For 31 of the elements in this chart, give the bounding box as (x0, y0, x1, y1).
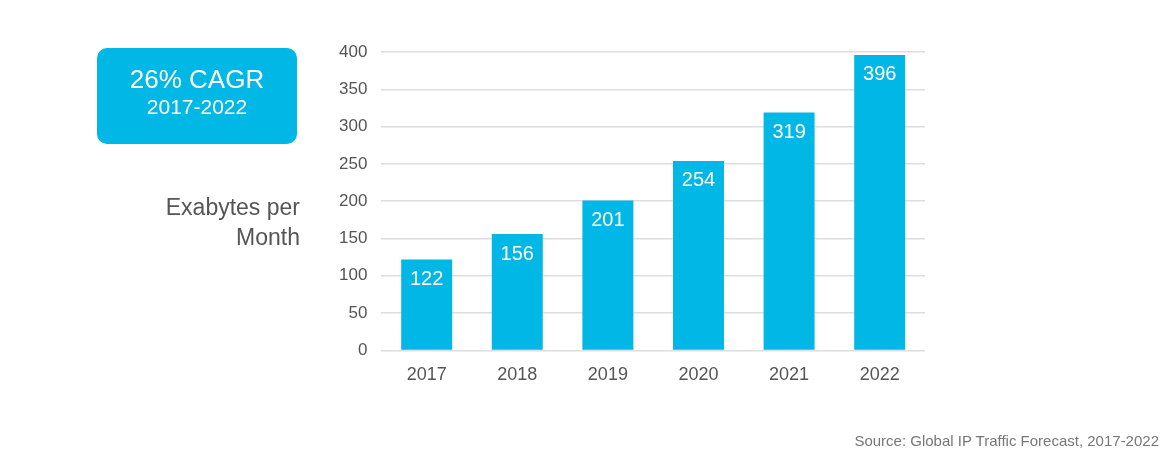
y-tick-label: 0 (357, 340, 368, 360)
bar (491, 234, 543, 350)
y-tick-label: 300 (338, 116, 368, 136)
text: 26% CAGR (128, 64, 266, 95)
y-tick-label: 100 (338, 265, 368, 285)
bar (854, 54, 906, 350)
data-label: 254 (681, 168, 716, 191)
x-tick-label: 2022 (859, 364, 900, 385)
x-tick-label: 2018 (497, 364, 538, 385)
x-tick-label: 2017 (406, 364, 447, 385)
x-tick-label: 2021 (769, 364, 810, 385)
data-label: 156 (500, 241, 534, 264)
x-tick-label: 2019 (587, 364, 628, 385)
bar (582, 200, 634, 350)
bar (401, 259, 453, 350)
source-note: Source: Global IP Traffic Forecast, 2017-2022 (854, 432, 1159, 449)
data-label: 396 (863, 62, 897, 85)
bar (673, 160, 724, 350)
data-label: 319 (772, 119, 806, 142)
y-tick-label: 350 (338, 78, 368, 98)
y-tick-label: 200 (338, 190, 368, 210)
y-tick-label: 250 (338, 153, 368, 173)
text: 2017-2022 (145, 95, 249, 119)
y-axis-title: Exabytes per Month (164, 193, 300, 252)
y-tick-label: 150 (338, 228, 368, 248)
x-tick-label: 2020 (678, 364, 719, 385)
y-tick-label: 50 (348, 302, 368, 322)
data-label: 122 (409, 266, 444, 289)
y-tick-label: 400 (338, 41, 368, 61)
data-label: 201 (591, 207, 625, 230)
bar (763, 112, 815, 350)
